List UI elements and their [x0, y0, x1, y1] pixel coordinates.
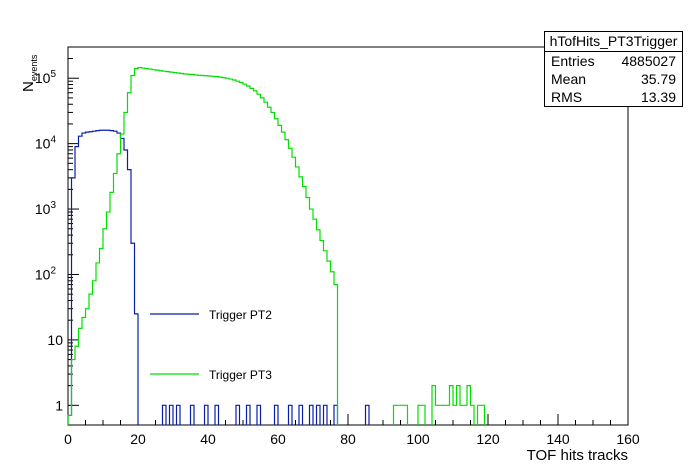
- stats-box: hTofHits_PT3Trigger Entries 4885027 Mean…: [544, 31, 683, 107]
- y-tick-label: 10: [47, 332, 63, 348]
- legend-label: Trigger PT2: [209, 308, 272, 322]
- legend: Trigger PT2 Trigger PT3: [150, 308, 272, 382]
- x-tick-label: 40: [200, 431, 216, 447]
- stats-row-mean: Mean 35.79: [545, 70, 682, 88]
- histogram-step-line: [67, 67, 486, 425]
- legend-label: Trigger PT3: [209, 368, 272, 382]
- x-tick-label: 80: [340, 431, 356, 447]
- stats-entries-value: 4885027: [621, 53, 676, 69]
- x-tick-label: 100: [406, 431, 430, 447]
- y-axis-label-main: N: [20, 81, 37, 92]
- y-tick-base: 10: [47, 332, 63, 348]
- stats-rms-name: RMS: [551, 89, 583, 105]
- y-tick-label: 104: [35, 135, 57, 152]
- y-axis-label: Nevents: [20, 54, 39, 92]
- y-tick-exponent: 4: [50, 135, 56, 146]
- y-tick-exponent: 3: [50, 200, 56, 211]
- y-tick-base: 10: [35, 266, 51, 282]
- stats-title: hTofHits_PT3Trigger: [545, 32, 682, 52]
- y-tick-exponent: 5: [50, 69, 56, 80]
- x-tick-label: 60: [270, 431, 286, 447]
- x-tick-label: 140: [546, 431, 570, 447]
- svg-text:Nevents: Nevents: [20, 54, 39, 92]
- y-tick-label: 1: [55, 397, 63, 413]
- stats-rms-value: 13.39: [640, 89, 676, 105]
- y-tick-label: 102: [35, 265, 57, 282]
- x-axis-ticks: 0 20 40 60 80 100 120 140 160: [64, 414, 640, 447]
- y-tick-label: 103: [35, 200, 57, 217]
- stats-row-rms: RMS 13.39: [545, 88, 682, 106]
- y-tick-base: 10: [35, 201, 51, 217]
- series-trigger-pt2: [67, 129, 370, 425]
- x-tick-label: 120: [476, 431, 500, 447]
- x-tick-label: 0: [64, 431, 72, 447]
- x-tick-label: 20: [130, 431, 146, 447]
- y-tick-base: 1: [55, 397, 63, 413]
- y-tick-label: 105: [35, 69, 57, 86]
- y-tick-base: 10: [35, 70, 51, 86]
- y-tick-exponent: 2: [50, 265, 56, 276]
- x-tick-label: 160: [616, 431, 640, 447]
- series-trigger-pt3: [67, 67, 486, 425]
- histogram-step-line: [67, 129, 370, 425]
- stats-mean-value: 35.79: [640, 71, 676, 87]
- y-tick-base: 10: [35, 136, 51, 152]
- x-axis-label: TOF hits tracks: [527, 447, 628, 464]
- stats-mean-name: Mean: [551, 71, 587, 87]
- y-axis-label-sub: events: [29, 54, 39, 81]
- stats-entries-name: Entries: [551, 53, 595, 69]
- series-layer: [67, 67, 486, 425]
- stats-row-entries: Entries 4885027: [545, 52, 682, 70]
